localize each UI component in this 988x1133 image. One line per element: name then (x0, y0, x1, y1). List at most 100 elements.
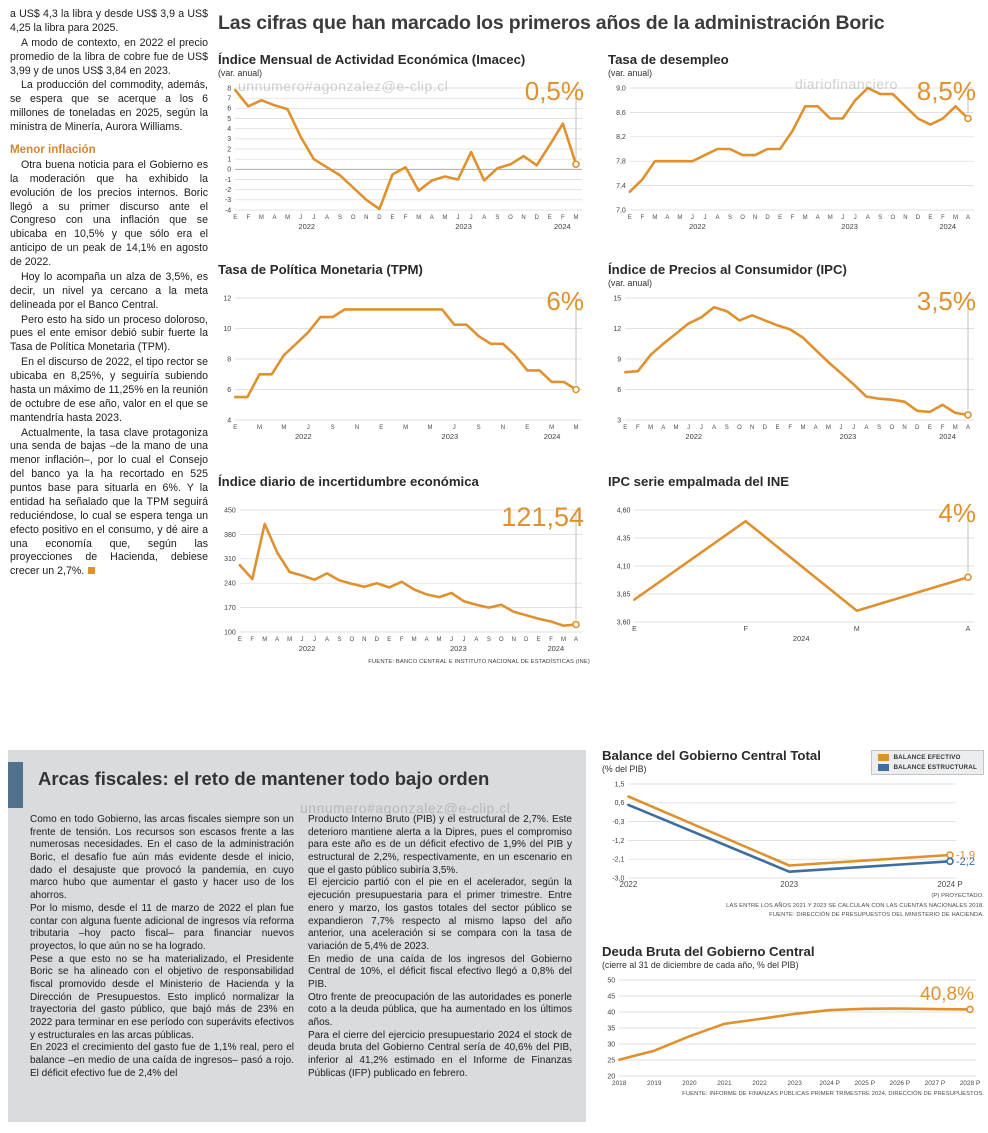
svg-text:N: N (750, 425, 754, 431)
chart-ipc: Índice de Precios al Consumidor (IPC) (v… (608, 262, 982, 467)
svg-text:4,10: 4,10 (617, 563, 631, 570)
svg-text:E: E (928, 215, 932, 221)
chart-title: Tasa de Política Monetaria (TPM) (218, 262, 423, 277)
article-paragraph: En el discurso de 2022, el tipo rector s… (10, 356, 208, 424)
article-paragraph: Actualmente, la tasa clave protagoniza u… (10, 427, 208, 580)
fiscal-paragraph: Otro frente de preocupación de las autor… (308, 991, 572, 1028)
svg-text:M: M (953, 425, 958, 431)
chart-subtitle (218, 490, 590, 501)
svg-text:O: O (891, 215, 896, 221)
svg-text:M: M (574, 425, 579, 431)
svg-text:2023: 2023 (787, 1080, 802, 1087)
svg-text:8: 8 (227, 356, 231, 363)
svg-text:2025 P: 2025 P (854, 1080, 875, 1087)
chart-subtitle: (cierre al 31 de diciembre de cada año, … (602, 960, 799, 970)
svg-text:A: A (966, 215, 970, 221)
svg-text:A: A (325, 637, 329, 643)
svg-text:240: 240 (224, 581, 236, 588)
svg-text:4: 4 (227, 417, 231, 424)
svg-text:2023: 2023 (450, 644, 467, 653)
svg-text:12: 12 (613, 326, 621, 333)
chart-subtitle: (% del PIB) (602, 764, 647, 774)
svg-text:A: A (325, 215, 329, 221)
chart-title: Deuda Bruta del Gobierno Central (602, 944, 815, 959)
article-paragraph: Hoy lo acompaña un alza de 3,5%, es deci… (10, 270, 208, 311)
svg-text:450: 450 (224, 507, 236, 514)
article-paragraph-text: Actualmente, la tasa clave protagoniza u… (10, 426, 208, 578)
svg-text:M: M (549, 425, 554, 431)
svg-text:2023: 2023 (455, 222, 472, 231)
svg-text:M: M (854, 626, 860, 633)
svg-text:N: N (362, 637, 366, 643)
svg-text:A: A (425, 637, 429, 643)
svg-text:E: E (233, 215, 237, 221)
chart-big-value: 8,5% (916, 76, 976, 106)
chart-deuda-bruta: Deuda Bruta del Gobierno Central (cierre… (602, 944, 984, 1126)
svg-text:-0,3: -0,3 (612, 819, 624, 826)
svg-text:J: J (703, 215, 706, 221)
chart-footnote: (P) PROYECTADO. (931, 893, 984, 899)
svg-text:9,0: 9,0 (616, 85, 626, 92)
svg-text:3: 3 (227, 136, 231, 143)
svg-text:J: J (462, 637, 465, 643)
svg-text:40: 40 (607, 1009, 615, 1016)
chart-big-value: 6% (546, 286, 584, 316)
svg-text:J: J (453, 425, 456, 431)
fiscal-paragraph: En medio de una caída de los ingresos de… (308, 953, 572, 990)
svg-text:170: 170 (224, 605, 236, 612)
svg-text:2024: 2024 (547, 644, 564, 653)
fiscal-column-2: Producto Interno Bruto (PIB) y el estruc… (308, 814, 572, 1080)
svg-text:D: D (916, 215, 921, 221)
svg-text:2027 P: 2027 P (925, 1080, 946, 1087)
svg-text:30: 30 (607, 1041, 615, 1048)
svg-text:S: S (495, 215, 499, 221)
svg-text:-1,9: -1,9 (956, 850, 975, 862)
svg-text:J: J (700, 425, 703, 431)
svg-text:2022: 2022 (620, 880, 638, 889)
svg-text:E: E (390, 215, 394, 221)
svg-text:A: A (273, 215, 277, 221)
svg-text:O: O (350, 637, 355, 643)
svg-text:2022: 2022 (685, 432, 702, 441)
chart-plot: 450 380 310 240 170 100 E F M A M J J A S O N D E F M A M J J A S O… (218, 504, 590, 654)
svg-text:O: O (889, 425, 894, 431)
svg-text:M: M (800, 425, 805, 431)
chart-plot: 50 45 40 35 30 25 20 2018 2019 2020 2021 2022 2023 20… (602, 974, 984, 1090)
svg-text:S: S (725, 425, 729, 431)
svg-text:1: 1 (227, 157, 231, 164)
svg-text:M: M (652, 215, 657, 221)
chart-subtitle (218, 278, 590, 289)
svg-text:A: A (430, 215, 434, 221)
chart-big-value: 4% (938, 498, 976, 528)
chart-desempleo: Tasa de desempleo (var. anual) 9,0 8,6 8,2… (608, 52, 982, 257)
svg-text:6: 6 (227, 106, 231, 113)
svg-text:M: M (677, 215, 682, 221)
svg-text:2022: 2022 (298, 222, 315, 231)
svg-text:20: 20 (607, 1073, 615, 1080)
svg-text:F: F (404, 215, 408, 221)
svg-text:2018: 2018 (612, 1080, 627, 1087)
chart-plot: 12 10 8 6 4 E M M J S N E M M J S N E M M 2022 2023 2024 (218, 292, 590, 442)
svg-text:2022: 2022 (689, 222, 706, 231)
svg-text:E: E (632, 626, 637, 633)
svg-text:2020: 2020 (682, 1080, 697, 1087)
chart-subtitle: (var. anual) (608, 278, 653, 288)
svg-text:1,5: 1,5 (615, 781, 625, 788)
svg-text:M: M (287, 637, 292, 643)
svg-text:2028 P: 2028 P (960, 1080, 981, 1087)
fiscal-column-1: Como en todo Gobierno, las arcas fiscale… (30, 814, 294, 1080)
svg-text:F: F (788, 425, 792, 431)
svg-text:S: S (487, 637, 491, 643)
chart-big-value: 121,54 (501, 502, 584, 532)
svg-text:8,2: 8,2 (616, 134, 626, 141)
svg-text:E: E (548, 215, 552, 221)
svg-text:E: E (928, 425, 932, 431)
svg-text:A: A (966, 425, 970, 431)
fiscal-paragraph: Pese a que esto no se ha materializado, … (30, 953, 294, 1041)
svg-text:-3: -3 (225, 197, 231, 204)
svg-text:S: S (877, 425, 881, 431)
